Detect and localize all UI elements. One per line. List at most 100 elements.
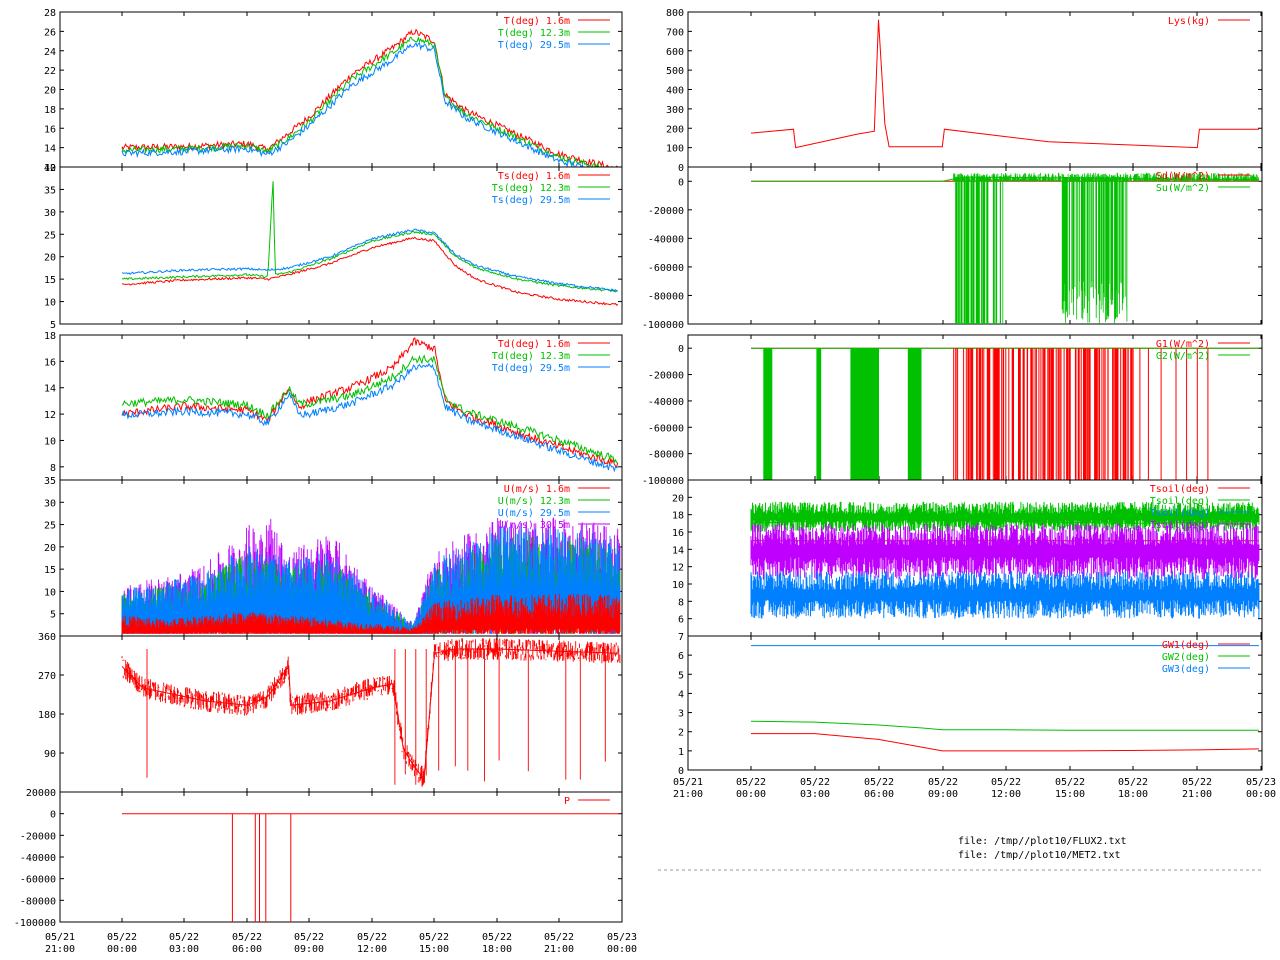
series-line (751, 733, 1259, 752)
y-tick-label: 35 (44, 185, 56, 196)
series-spikes (121, 593, 621, 634)
plot-frame (59, 635, 623, 793)
left-x-date-label: 05/23 (607, 932, 637, 943)
plot-frame (687, 635, 1263, 771)
right-x-date-label: 05/21 (673, 777, 703, 788)
legend-label: T(deg) 1.6m (504, 16, 570, 27)
y-tick-label: 0 (50, 810, 56, 821)
plot-data (751, 172, 1260, 324)
legend-label: Td(deg) 12.3m (492, 351, 570, 362)
plot-data (121, 638, 621, 787)
right-x-date-label: 05/22 (736, 777, 766, 788)
plot-frame (687, 11, 1263, 168)
y-tick-label: 5 (50, 320, 56, 331)
y-tick-label: -20000 (648, 371, 684, 382)
y-tick-label: 26 (44, 27, 56, 38)
y-tick-label: 20 (44, 543, 56, 554)
y-tick-label: 700 (666, 27, 684, 38)
y-tick-label: 500 (666, 66, 684, 77)
y-tick-label: -60000 (648, 263, 684, 274)
y-tick-label: 6 (678, 651, 684, 662)
y-tick-label: 5 (50, 610, 56, 621)
y-tick-label: 0 (678, 344, 684, 355)
y-tick-label: 270 (38, 671, 56, 682)
legend-label: GW3(deg) (1162, 664, 1210, 675)
y-tick-label: 14 (44, 144, 56, 155)
plot-data (750, 19, 1259, 149)
y-tick-label: -20000 (648, 206, 684, 217)
y-tick-label: 400 (666, 86, 684, 97)
soil-band (750, 571, 1260, 619)
left-x-time-label: 00:00 (607, 944, 637, 955)
series-line (121, 337, 619, 468)
y-tick-label: 18 (44, 331, 56, 342)
left-x-date-label: 05/22 (232, 932, 262, 943)
y-tick-label: 30 (44, 208, 56, 219)
y-tick-label: 5 (678, 670, 684, 681)
y-tick-label: 1 (678, 747, 684, 758)
y-tick-label: -80000 (648, 291, 684, 302)
y-tick-label: 14 (44, 384, 56, 395)
y-tick-label: 0 (678, 163, 684, 174)
y-tick-label: 25 (44, 521, 56, 532)
legend-label: GW2(deg) (1162, 652, 1210, 663)
legend-label: U(m/s) 1.6m (504, 484, 570, 495)
y-tick-label: 20 (44, 253, 56, 264)
right-x-time-label: 03:00 (800, 789, 830, 800)
legend-label: P (564, 796, 570, 807)
plot-radiation: -100000 -80000 -60000 -40000 -20000 0 Sd(W/m^2… (642, 166, 1263, 331)
left-x-time-label: 21:00 (45, 944, 75, 955)
g1-spikes (953, 348, 1209, 480)
legend-label: U(m/s) 29.5m (498, 508, 570, 519)
right-x-date-label: 05/22 (1182, 777, 1212, 788)
plot-frame (59, 791, 623, 923)
series-line (750, 19, 1259, 149)
y-tick-label: -100000 (642, 476, 684, 487)
legend-label: Td(deg) 1.6m (498, 339, 570, 350)
series-line (121, 648, 618, 781)
series-line (121, 28, 619, 167)
y-tick-label: 100 (666, 144, 684, 155)
right-x-date-label: 05/22 (1055, 777, 1085, 788)
y-tick-label: -60000 (648, 423, 684, 434)
plot-data (121, 28, 619, 167)
y-tick-label: 8 (50, 463, 56, 474)
y-tick-label: -100000 (642, 320, 684, 331)
series-line (750, 720, 1259, 731)
left-x-time-label: 09:00 (294, 944, 324, 955)
left-x-time-label: 18:00 (482, 944, 512, 955)
right-x-time-label: 00:00 (736, 789, 766, 800)
right-x-time-label: 06:00 (864, 789, 894, 800)
plot-data (122, 813, 620, 922)
y-tick-label: -80000 (20, 896, 56, 907)
soil-band (750, 523, 1260, 580)
y-tick-label: 12 (44, 410, 56, 421)
y-tick-label: 300 (666, 105, 684, 116)
plot-frame (687, 166, 1263, 325)
legend-label: U(m/s) 30.5m (498, 520, 570, 531)
right-x-time-label: 00:00 (1246, 789, 1276, 800)
radiation-spikes (952, 172, 1260, 324)
y-tick-label: 12 (672, 563, 684, 574)
y-tick-label: 0 (678, 177, 684, 188)
left-x-date-label: 05/22 (419, 932, 449, 943)
left-x-date-label: 05/22 (482, 932, 512, 943)
right-x-date-label: 05/22 (991, 777, 1021, 788)
right-x-time-label: 21:00 (673, 789, 703, 800)
plot-frame (59, 166, 623, 325)
left-x-date-label: 05/22 (169, 932, 199, 943)
y-tick-label: 30 (44, 498, 56, 509)
plot-data (750, 501, 1260, 619)
plot-data (121, 517, 621, 634)
legend-label: G1(W/m^2) (1156, 339, 1210, 350)
plot-ground-flux: -100000 -80000 -60000 -40000 -20000 0 G1(W/m^2… (642, 334, 1263, 487)
y-tick-label: 18 (672, 511, 684, 522)
pressure-drops (231, 813, 292, 922)
legend-label: Ts(deg) 12.3m (492, 183, 570, 194)
legend-label: Sd(W/m^2) (1156, 171, 1210, 182)
series-line (121, 181, 618, 293)
plot-soil-temperature: 68101214161820Tsoil(deg)Tsoil(deg)Tsoil(… (672, 479, 1263, 637)
